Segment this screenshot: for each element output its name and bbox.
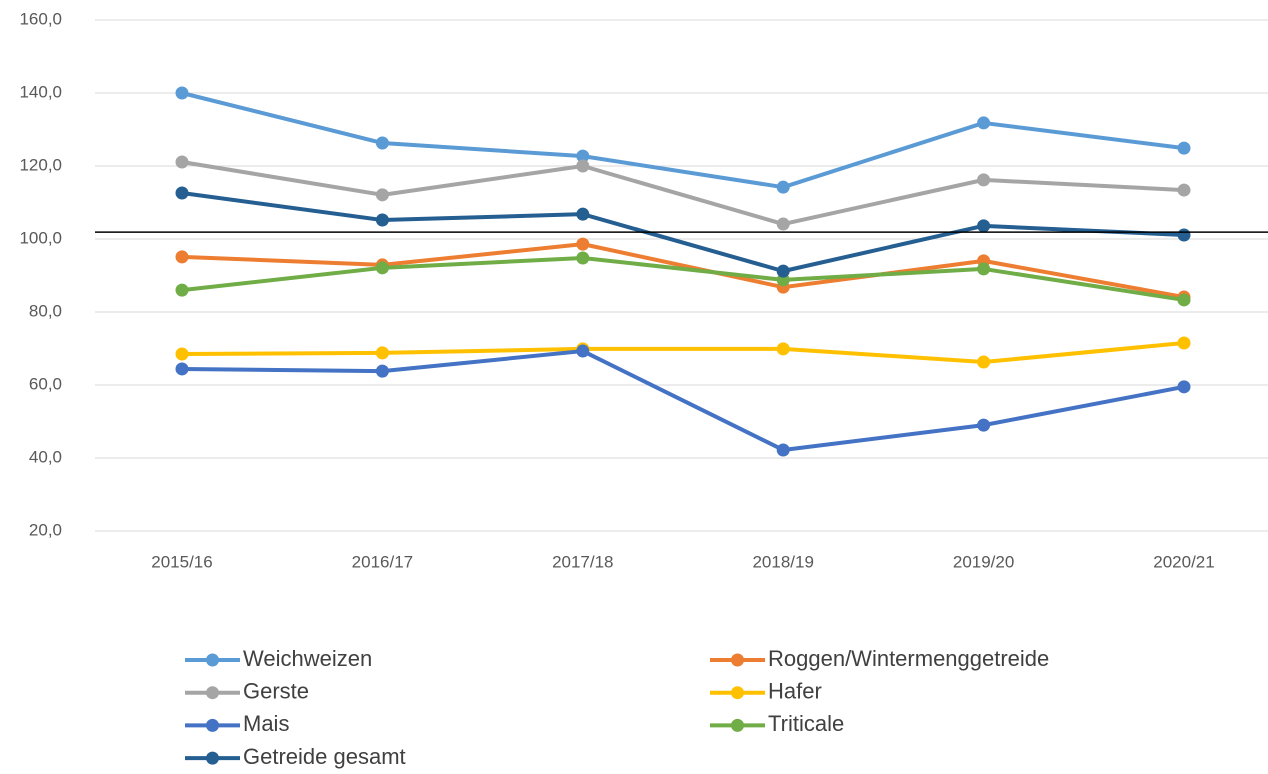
legend-label: Getreide gesamt (243, 744, 406, 769)
point (175, 283, 189, 297)
point (175, 155, 189, 169)
point (375, 213, 389, 227)
legend-marker (731, 686, 744, 700)
point (375, 188, 389, 202)
x-tick-label: 2019/20 (953, 552, 1014, 571)
y-tick-label: 60,0 (29, 374, 62, 393)
point (1177, 141, 1191, 155)
point (375, 364, 389, 378)
point (576, 251, 590, 265)
point (776, 217, 790, 231)
point (375, 261, 389, 275)
point (576, 237, 590, 251)
x-tick-label: 2017/18 (552, 552, 613, 571)
point (977, 355, 991, 369)
series-line (181, 160, 1185, 227)
point (175, 347, 189, 361)
point (977, 418, 991, 432)
y-tick-label: 120,0 (19, 155, 62, 174)
point (1177, 293, 1191, 307)
legend-label: Mais (243, 711, 289, 736)
point (576, 344, 590, 358)
legend-label: Roggen/Wintermenggetreide (768, 646, 1049, 671)
legend-marker (731, 718, 744, 732)
point (576, 207, 590, 221)
legend-label: Gerste (243, 679, 309, 704)
series-line (181, 91, 1185, 190)
legend-marker (206, 751, 219, 765)
y-tick-label: 80,0 (29, 301, 62, 320)
point (776, 264, 790, 278)
series-line (181, 191, 1185, 274)
x-tick-label: 2016/17 (352, 552, 413, 571)
y-tick-label: 160,0 (19, 9, 62, 28)
point (977, 173, 991, 187)
y-tick-label: 40,0 (29, 447, 62, 466)
legend-marker (731, 653, 744, 667)
series-line (181, 349, 1185, 452)
point (175, 250, 189, 264)
legend-label: Triticale (768, 711, 844, 736)
point (1177, 336, 1191, 350)
series-line (181, 255, 1185, 302)
point (977, 262, 991, 276)
point (375, 346, 389, 360)
x-tick-label: 2015/16 (151, 552, 212, 571)
point (977, 219, 991, 233)
x-tick-label: 2018/19 (752, 552, 813, 571)
point (1177, 228, 1191, 242)
point (1177, 183, 1191, 197)
y-tick-label: 140,0 (19, 82, 62, 101)
legend-label: Weichweizen (243, 646, 372, 671)
point (175, 86, 189, 100)
legend-marker (206, 718, 219, 732)
y-tick-label: 100,0 (19, 228, 62, 247)
point (776, 180, 790, 194)
y-tick-label: 20,0 (29, 520, 62, 539)
point (175, 362, 189, 376)
point (977, 116, 991, 130)
point (1177, 380, 1191, 394)
point (576, 159, 590, 173)
point (175, 186, 189, 200)
point (776, 342, 790, 356)
point (375, 136, 389, 150)
point (776, 443, 790, 457)
legend-marker (206, 686, 219, 700)
point (576, 149, 590, 163)
series-line (181, 242, 1185, 300)
x-tick-label: 2020/21 (1153, 552, 1214, 571)
legend-label: Hafer (768, 679, 822, 704)
series-line (181, 341, 1185, 365)
legend-marker (206, 653, 219, 667)
